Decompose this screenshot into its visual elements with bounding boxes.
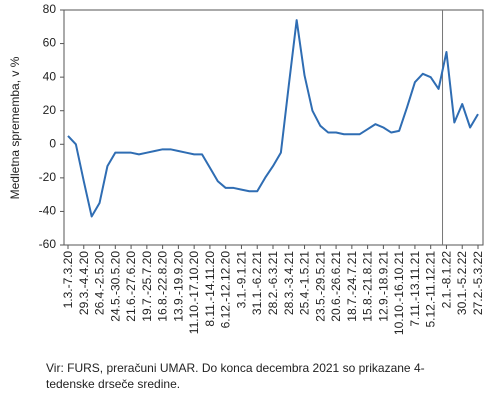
x-tick-label: 18.7.-24.7.21 [345,251,359,322]
source-note: Vir: FURS, preračuni UMAR. Do konca dece… [46,361,425,391]
x-tick-label: 6.12.-12.12.20 [219,251,233,329]
y-tick-label: 20 [43,103,57,117]
x-tick-label: 8.11.-14.11.20 [203,251,217,327]
x-tick-label: 1.3.-7.3.20 [61,251,75,309]
x-tick-label: 19.7.-25.7.20 [140,251,154,322]
x-tick-label: 28.3.-3.4.21 [282,251,296,315]
y-tick-label: 80 [43,2,57,16]
x-tick-label: 5.12.-11.12.21 [424,251,438,328]
x-tick-label: 26.4.-2.5.20 [93,251,107,315]
y-tick-label: 60 [43,36,57,50]
series-line [67,19,479,218]
y-tick-label: -40 [39,204,57,218]
x-tick-label: 13.9.-19.9.20 [171,251,185,322]
y-tick-label: -60 [39,237,57,251]
x-tick-label: 24.5.-30.5.20 [108,251,122,322]
x-tick-label: 11.10.-17.10.20 [187,251,201,335]
x-tick-label: 31.1.-6.2.21 [250,251,264,315]
x-tick-label: 29.3.-4.4.20 [77,251,91,315]
x-tick-label: 20.6.-26.6.21 [329,251,343,322]
x-tick-label: 28.2.-6.3.21 [266,251,280,315]
x-tick-label: 3.1.-9.1.21 [234,251,248,309]
x-tick-label: 25.4.-1.5.21 [298,251,312,315]
chart: Medletna sprememba, v % -60 -40 -20 0 20 40 60… [8,2,485,335]
y-axis-title: Medletna sprememba, v % [8,56,22,199]
y-tick-label: 40 [43,69,57,83]
x-tick-label: 27.2.-5.3.22 [471,251,485,315]
x-tick-label: 30.1.-5.2.22 [455,251,469,315]
x-tick-label: 21.6.-27.6.20 [124,251,138,322]
x-tick-label: 15.8.-21.8.21 [361,251,375,322]
x-tick-label: 2.1.-8.1.22 [439,251,453,309]
y-tick-label: -20 [39,170,57,184]
x-tick-label: 10.10.-16.10.21 [392,251,406,335]
x-tick-label: 7.11.-13.11.21 [408,251,422,327]
plot-frame [63,9,484,246]
x-tick-label: 16.8.-22.8.20 [156,251,170,322]
x-tick-label: 12.9.-18.9.21 [376,251,390,322]
x-tick-label: 23.5.-29.5.21 [313,251,327,322]
y-tick-label: 0 [49,136,56,150]
